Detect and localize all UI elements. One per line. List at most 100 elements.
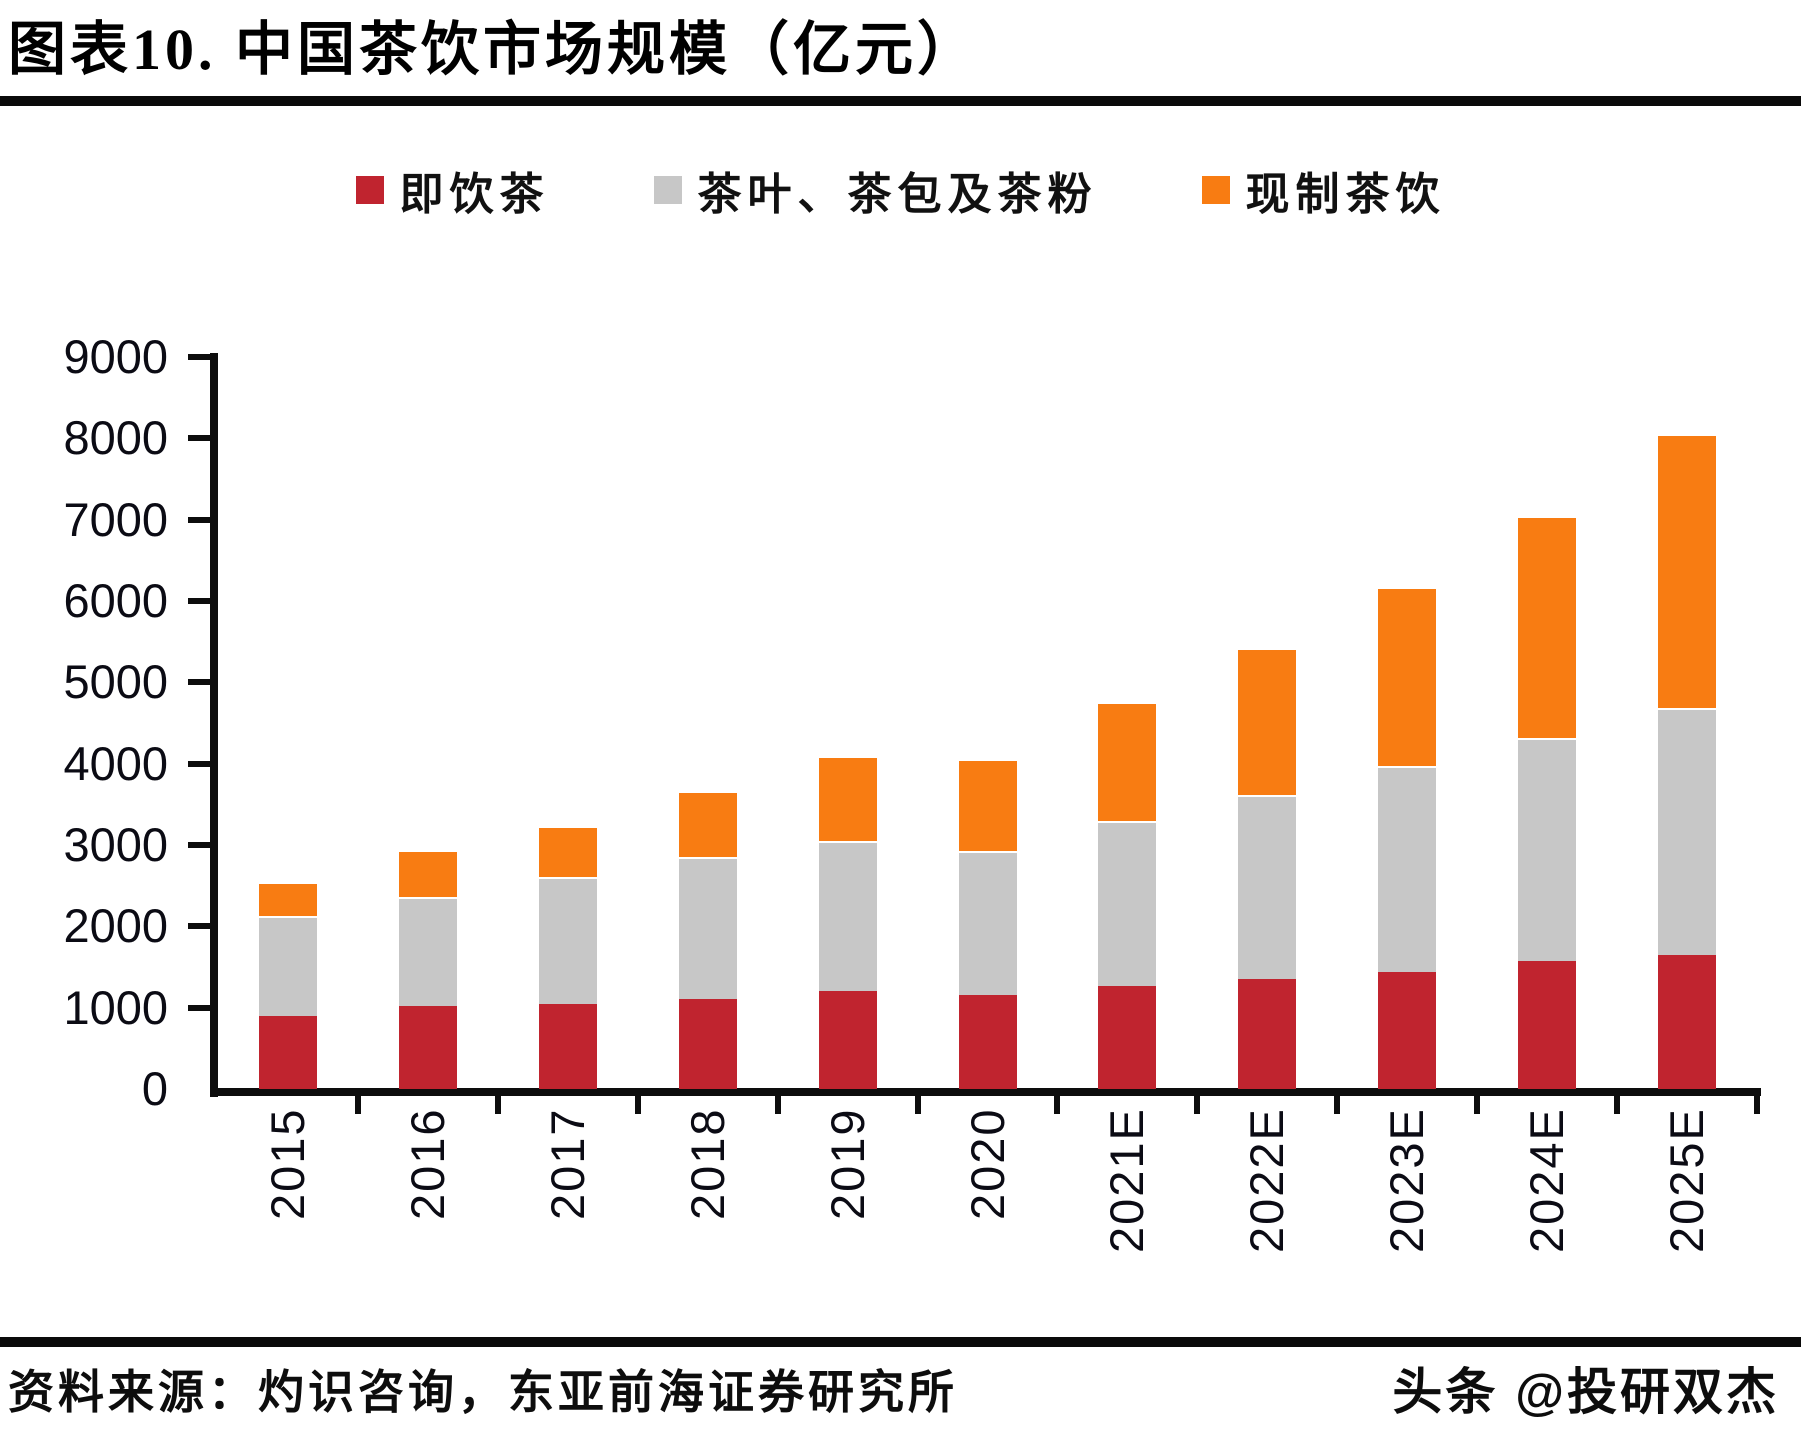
y-axis-label: 2000 [63, 899, 168, 953]
x-axis-label-2024E: 2024E [1520, 1107, 1574, 1253]
bar-segment-2016-茶叶、茶包及茶粉 [398, 897, 457, 1007]
y-axis-label: 0 [141, 1062, 168, 1115]
x-axis-tick [1334, 1089, 1341, 1114]
bar-segment-2015-茶叶、茶包及茶粉 [258, 915, 317, 1016]
legend-label: 现制茶饮 [1245, 170, 1446, 219]
bar-segment-2018-即饮茶 [678, 998, 737, 1089]
x-axis-tick [494, 1089, 501, 1114]
legend-item-2: 现制茶饮 [1201, 158, 1446, 222]
bar-segment-2021E-即饮茶 [1098, 985, 1157, 1089]
bar-2025E [1658, 434, 1717, 1089]
y-axis-tick [188, 354, 210, 360]
bar-segment-2019-即饮茶 [818, 990, 877, 1089]
bar-2018 [678, 791, 737, 1089]
bar-segment-2024E-即饮茶 [1518, 961, 1577, 1089]
x-axis-tick [1194, 1089, 1201, 1114]
y-axis-label: 9000 [63, 330, 168, 383]
bar-2015 [258, 882, 317, 1089]
bar-segment-2024E-现制茶饮 [1518, 516, 1577, 739]
y-axis-tick [188, 435, 210, 442]
bar-segment-2018-现制茶饮 [678, 791, 737, 858]
bar-segment-2019-现制茶饮 [818, 755, 877, 841]
x-axis-tick [1054, 1089, 1061, 1114]
y-axis-tick [188, 1004, 210, 1011]
bar-segment-2022E-即饮茶 [1238, 979, 1297, 1089]
legend-label: 即饮茶 [399, 170, 550, 219]
legend-swatch-icon [1201, 176, 1230, 204]
x-axis-label-2015: 2015 [260, 1107, 314, 1220]
bar-segment-2020-现制茶饮 [958, 758, 1017, 851]
bar-segment-2022E-现制茶饮 [1238, 648, 1297, 796]
footer-divider-rule [0, 1337, 1801, 1347]
bar-segment-2025E-茶叶、茶包及茶粉 [1658, 708, 1717, 955]
y-axis-label: 7000 [63, 492, 168, 546]
bar-segment-2018-茶叶、茶包及茶粉 [678, 857, 737, 999]
bar-2023E [1378, 587, 1437, 1089]
x-axis-tick [914, 1089, 921, 1114]
x-axis-tick [634, 1089, 641, 1114]
x-axis-label-2021E: 2021E [1100, 1107, 1154, 1253]
bar-segment-2024E-茶叶、茶包及茶粉 [1518, 738, 1577, 962]
bar-segment-2016-现制茶饮 [398, 849, 457, 898]
bar-segment-2023E-茶叶、茶包及茶粉 [1378, 766, 1437, 972]
legend-item-1: 茶叶、茶包及茶粉 [653, 158, 1098, 222]
x-axis-label-2019: 2019 [820, 1107, 874, 1220]
x-axis-label-2017: 2017 [540, 1107, 594, 1220]
bar-segment-2016-即饮茶 [398, 1006, 457, 1089]
y-axis-line [210, 353, 218, 1097]
x-axis-label-2023E: 2023E [1380, 1107, 1434, 1253]
x-axis-tick [1614, 1089, 1621, 1114]
x-axis-tick [774, 1089, 781, 1114]
bar-2020 [958, 758, 1017, 1089]
bar-2016 [398, 849, 457, 1089]
y-axis-tick [188, 679, 210, 686]
bar-2022E [1238, 648, 1297, 1089]
bar-segment-2017-即饮茶 [538, 1004, 597, 1089]
bar-segment-2021E-茶叶、茶包及茶粉 [1098, 821, 1157, 986]
y-axis-tick [188, 516, 210, 523]
bar-segment-2023E-即饮茶 [1378, 971, 1437, 1089]
y-axis-tick [188, 923, 210, 930]
toutiao-watermark: 头条 @投研双杰 [1392, 1364, 1779, 1420]
bar-segment-2022E-茶叶、茶包及茶粉 [1238, 795, 1297, 980]
y-axis-label: 1000 [63, 980, 168, 1034]
bar-2024E [1518, 516, 1577, 1089]
bar-segment-2015-现制茶饮 [258, 882, 317, 916]
data-source-note: 资料来源：灼识咨询，东亚前海证券研究所 [8, 1367, 958, 1418]
x-axis-label-2022E: 2022E [1240, 1107, 1294, 1253]
x-axis-tick [354, 1089, 361, 1114]
x-axis-label-2018: 2018 [680, 1107, 734, 1220]
y-axis-tick [188, 598, 210, 604]
bar-segment-2020-茶叶、茶包及茶粉 [958, 850, 1017, 995]
y-axis-label: 5000 [63, 655, 168, 709]
x-axis-tick [1474, 1089, 1481, 1114]
bar-segment-2023E-现制茶饮 [1378, 587, 1437, 767]
y-axis-tick [188, 842, 210, 848]
x-axis-tick [1754, 1089, 1760, 1114]
y-axis-label: 4000 [63, 736, 168, 790]
bar-segment-2015-即饮茶 [258, 1015, 317, 1089]
legend-item-0: 即饮茶 [355, 158, 550, 222]
x-axis-label-2025E: 2025E [1660, 1107, 1714, 1253]
x-axis-label-2020: 2020 [960, 1107, 1014, 1220]
y-axis-label: 8000 [63, 411, 168, 465]
bar-segment-2025E-即饮茶 [1658, 954, 1717, 1089]
chart-title: 图表10. 中国茶饮市场规模（亿元） [8, 17, 980, 82]
y-axis-tick [188, 760, 210, 767]
y-axis-label: 6000 [63, 574, 168, 627]
bar-segment-2017-茶叶、茶包及茶粉 [538, 876, 597, 1005]
legend-label: 茶叶、茶包及茶粉 [697, 170, 1098, 219]
bar-segment-2021E-现制茶饮 [1098, 701, 1157, 822]
bar-2017 [538, 826, 597, 1089]
bar-segment-2019-茶叶、茶包及茶粉 [818, 840, 877, 991]
legend-swatch-icon [355, 176, 384, 204]
y-axis-label: 3000 [63, 818, 168, 871]
chart-legend: 即饮茶 茶叶、茶包及茶粉 现制茶饮 [0, 158, 1801, 222]
legend-swatch-icon [653, 176, 682, 204]
bar-2019 [818, 755, 877, 1089]
title-divider-rule [0, 96, 1801, 106]
bar-segment-2025E-现制茶饮 [1658, 434, 1717, 709]
x-axis-line [210, 1088, 1761, 1096]
